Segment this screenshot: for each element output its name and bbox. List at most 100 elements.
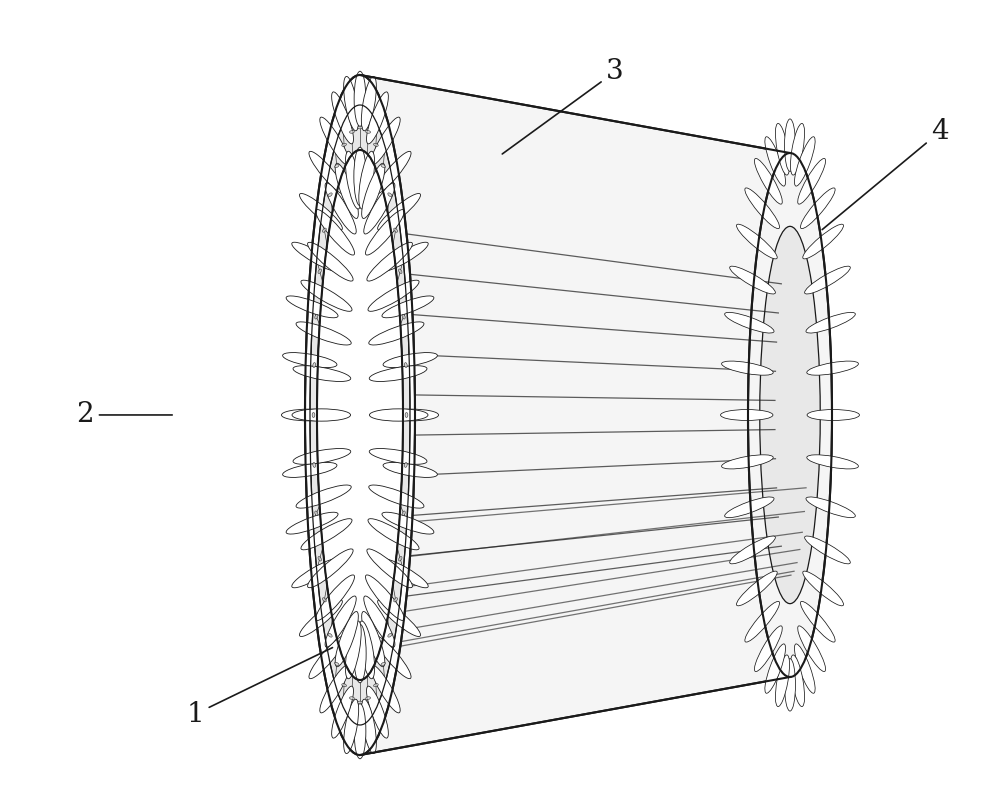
Ellipse shape: [350, 131, 354, 133]
Ellipse shape: [371, 117, 400, 165]
Ellipse shape: [364, 183, 395, 234]
Ellipse shape: [359, 152, 375, 209]
Ellipse shape: [369, 322, 424, 345]
Ellipse shape: [402, 314, 405, 319]
Ellipse shape: [745, 188, 780, 229]
Ellipse shape: [374, 144, 378, 146]
Text: 3: 3: [502, 58, 624, 154]
Ellipse shape: [299, 600, 342, 637]
Ellipse shape: [344, 699, 359, 753]
Ellipse shape: [722, 361, 773, 375]
Ellipse shape: [378, 600, 421, 637]
Ellipse shape: [748, 153, 832, 677]
Ellipse shape: [807, 409, 859, 421]
Ellipse shape: [745, 602, 780, 642]
Ellipse shape: [378, 193, 421, 230]
Ellipse shape: [335, 611, 358, 666]
Ellipse shape: [754, 159, 782, 204]
Ellipse shape: [292, 243, 340, 271]
Ellipse shape: [332, 92, 353, 144]
Ellipse shape: [383, 409, 439, 421]
Ellipse shape: [807, 455, 858, 469]
Ellipse shape: [283, 462, 337, 477]
Ellipse shape: [365, 575, 404, 621]
Ellipse shape: [394, 598, 398, 602]
Ellipse shape: [404, 362, 407, 368]
Ellipse shape: [301, 280, 352, 311]
Ellipse shape: [320, 665, 349, 713]
Ellipse shape: [736, 224, 777, 259]
Ellipse shape: [322, 228, 326, 232]
Ellipse shape: [394, 228, 398, 232]
Ellipse shape: [335, 164, 339, 168]
Ellipse shape: [805, 267, 850, 294]
Ellipse shape: [785, 119, 795, 172]
Ellipse shape: [374, 684, 378, 687]
Ellipse shape: [798, 159, 826, 204]
Ellipse shape: [345, 152, 361, 209]
Ellipse shape: [388, 634, 392, 637]
Text: 4: 4: [822, 118, 949, 230]
Ellipse shape: [806, 312, 855, 333]
Ellipse shape: [293, 365, 351, 381]
Ellipse shape: [730, 536, 775, 564]
Ellipse shape: [362, 611, 385, 666]
Ellipse shape: [286, 296, 338, 318]
Ellipse shape: [754, 626, 782, 672]
Ellipse shape: [293, 448, 351, 464]
Ellipse shape: [342, 684, 346, 687]
Ellipse shape: [382, 512, 434, 534]
Ellipse shape: [369, 365, 427, 381]
Ellipse shape: [318, 269, 321, 274]
Ellipse shape: [790, 124, 805, 175]
Ellipse shape: [380, 243, 428, 271]
Ellipse shape: [328, 193, 332, 196]
Ellipse shape: [354, 704, 366, 759]
Polygon shape: [360, 75, 832, 755]
Ellipse shape: [367, 549, 412, 587]
Ellipse shape: [354, 147, 366, 206]
Ellipse shape: [313, 362, 316, 368]
Ellipse shape: [359, 621, 375, 679]
Ellipse shape: [375, 636, 411, 678]
Ellipse shape: [806, 497, 855, 518]
Ellipse shape: [725, 312, 774, 333]
Ellipse shape: [318, 556, 321, 561]
Ellipse shape: [805, 536, 850, 564]
Ellipse shape: [736, 571, 777, 606]
Ellipse shape: [309, 636, 345, 678]
Ellipse shape: [299, 193, 342, 230]
Ellipse shape: [313, 463, 316, 468]
Ellipse shape: [315, 511, 318, 516]
Ellipse shape: [310, 105, 410, 725]
Ellipse shape: [335, 662, 339, 666]
Text: 2: 2: [76, 401, 172, 429]
Ellipse shape: [364, 596, 395, 647]
Ellipse shape: [800, 188, 835, 229]
Ellipse shape: [722, 455, 773, 469]
Ellipse shape: [404, 463, 407, 468]
Ellipse shape: [368, 280, 419, 311]
Ellipse shape: [402, 511, 405, 516]
Ellipse shape: [332, 686, 353, 738]
Ellipse shape: [369, 485, 424, 508]
Ellipse shape: [350, 697, 354, 700]
Ellipse shape: [375, 152, 411, 194]
Ellipse shape: [807, 361, 858, 375]
Ellipse shape: [316, 210, 355, 255]
Ellipse shape: [368, 519, 419, 550]
Ellipse shape: [305, 75, 415, 755]
Ellipse shape: [765, 644, 786, 693]
Ellipse shape: [721, 409, 773, 421]
Ellipse shape: [794, 136, 815, 186]
Text: 1: 1: [186, 648, 332, 728]
Ellipse shape: [399, 269, 402, 274]
Ellipse shape: [388, 193, 392, 196]
Ellipse shape: [309, 152, 345, 194]
Ellipse shape: [803, 571, 844, 606]
Ellipse shape: [296, 322, 351, 345]
Ellipse shape: [358, 701, 362, 704]
Ellipse shape: [315, 314, 318, 319]
Ellipse shape: [317, 150, 403, 680]
Ellipse shape: [301, 519, 352, 550]
